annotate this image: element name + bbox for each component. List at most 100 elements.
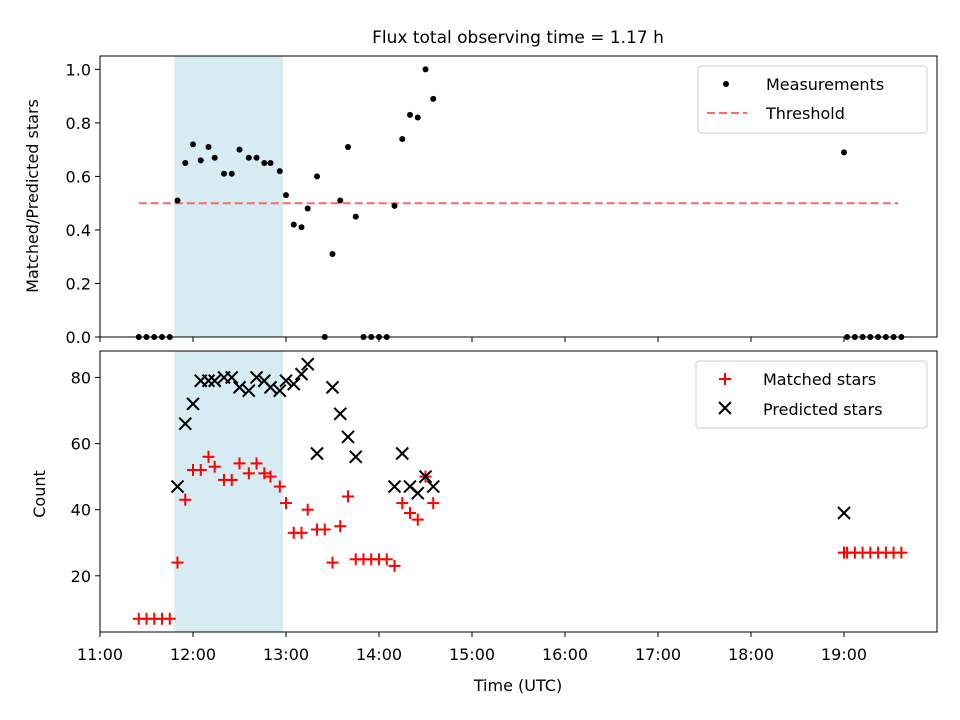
y-tick-label: 0.6 xyxy=(66,167,91,186)
matched-star-point xyxy=(388,559,401,572)
predicted-star-point xyxy=(178,417,192,431)
matched-star-point xyxy=(233,457,246,470)
bottom-y-axis-label: Count xyxy=(30,470,49,518)
matched-star-point xyxy=(194,464,207,477)
y-tick-label: 80 xyxy=(71,368,91,387)
predicted-star-point xyxy=(242,383,256,398)
matched-star-point xyxy=(326,556,339,569)
top-legend: Measurements Threshold xyxy=(697,65,928,134)
measurement-point xyxy=(182,160,189,167)
measurement-point xyxy=(422,66,429,73)
measurement-point xyxy=(190,141,196,148)
x-tick-label: 14:00 xyxy=(356,645,402,664)
predicted-star-point xyxy=(349,450,363,464)
bottom-plot-frame xyxy=(99,350,938,633)
measurement-point xyxy=(253,154,260,161)
predicted-star-point xyxy=(333,407,347,421)
predicted-star-point xyxy=(341,430,355,444)
predicted-stars-points xyxy=(170,357,851,520)
bottom-panel-highlight-span xyxy=(174,351,283,632)
legend-predicted-marker xyxy=(718,401,732,415)
measurement-points xyxy=(135,66,905,340)
matched-star-point xyxy=(301,503,314,516)
matched-star-point xyxy=(225,473,238,486)
bottom-legend: Matched stars Predicted stars xyxy=(695,360,928,429)
measurement-point xyxy=(314,173,320,180)
predicted-star-point xyxy=(263,380,278,395)
predicted-star-point xyxy=(273,383,287,398)
y-tick-label: 0.4 xyxy=(66,221,91,240)
bottom-y-ticks: 20 40 60 80 xyxy=(71,368,100,586)
matched-star-point xyxy=(273,480,286,493)
predicted-star-point xyxy=(170,479,185,494)
x-tick-label: 18:00 xyxy=(728,645,774,664)
matched-star-point xyxy=(895,546,908,559)
measurement-point xyxy=(276,168,283,175)
predicted-star-point xyxy=(837,506,851,520)
matched-star-point xyxy=(250,457,263,470)
measurement-point xyxy=(352,213,359,220)
predicted-star-point xyxy=(294,367,309,381)
predicted-star-point xyxy=(395,446,409,461)
y-tick-label: 0.8 xyxy=(66,114,91,133)
legend-matched-label: Matched stars xyxy=(763,370,876,389)
measurement-point xyxy=(430,95,437,102)
measurement-point xyxy=(261,160,268,167)
top-y-ticks: 0.0 0.2 0.4 0.6 0.8 1.0 xyxy=(66,60,100,347)
x-tick-label: 13:00 xyxy=(263,645,309,664)
legend-predicted-label: Predicted stars xyxy=(763,400,883,419)
matched-star-point xyxy=(208,460,221,473)
top-legend-box xyxy=(697,65,928,134)
matched-stars-points xyxy=(132,450,908,625)
measurement-point xyxy=(304,205,311,212)
y-tick-label: 60 xyxy=(71,435,91,454)
measurement-point xyxy=(290,221,297,228)
top-y-axis-label: Matched/Predicted stars xyxy=(23,99,42,293)
measurement-point xyxy=(228,170,235,177)
predicted-star-point xyxy=(300,357,315,371)
figure-title: Flux total observing time = 1.17 h xyxy=(372,28,664,48)
predicted-star-point xyxy=(279,374,293,388)
measurement-point xyxy=(245,154,252,161)
matched-star-point xyxy=(163,612,176,625)
legend-threshold-label: Threshold xyxy=(765,104,845,123)
matched-star-point xyxy=(280,497,292,510)
measurement-point xyxy=(841,149,847,156)
measurement-point xyxy=(407,111,413,118)
matched-star-point xyxy=(396,497,409,510)
predicted-star-point xyxy=(186,397,200,411)
measurement-point xyxy=(236,146,243,153)
predicted-star-point xyxy=(426,479,440,494)
matched-star-point xyxy=(202,450,215,463)
matched-star-point xyxy=(258,467,271,480)
top-panel: 0.0 0.2 0.4 0.6 0.8 1.0 Matched/Predicted sta… xyxy=(23,55,938,347)
x-axis-label: Time (UTC) xyxy=(473,676,562,695)
legend-measurements-marker xyxy=(723,81,729,87)
matched-star-point xyxy=(411,513,424,526)
x-tick-label: 17:00 xyxy=(635,645,681,664)
predicted-star-point xyxy=(310,446,324,461)
measurement-point xyxy=(174,197,181,204)
predicted-star-point xyxy=(287,377,301,391)
measurement-point xyxy=(267,160,274,167)
predicted-star-point xyxy=(201,374,216,388)
measurement-point xyxy=(205,143,212,150)
matched-star-point xyxy=(171,556,184,569)
legend-matched-marker xyxy=(719,373,731,385)
predicted-star-point xyxy=(225,370,239,385)
x-tick-label: 16:00 xyxy=(542,645,588,664)
y-tick-label: 0.2 xyxy=(66,274,91,293)
measurement-point xyxy=(283,192,289,199)
x-tick-label: 11:00 xyxy=(77,645,123,664)
top-x-ticks xyxy=(99,337,845,342)
y-tick-label: 20 xyxy=(71,567,91,586)
predicted-star-point xyxy=(249,370,264,385)
matched-star-point xyxy=(427,497,440,510)
measurement-point xyxy=(391,202,398,209)
legend-measurements-label: Measurements xyxy=(766,75,884,94)
predicted-star-point xyxy=(418,469,433,484)
y-tick-label: 40 xyxy=(71,501,91,520)
predicted-star-point xyxy=(232,380,247,395)
